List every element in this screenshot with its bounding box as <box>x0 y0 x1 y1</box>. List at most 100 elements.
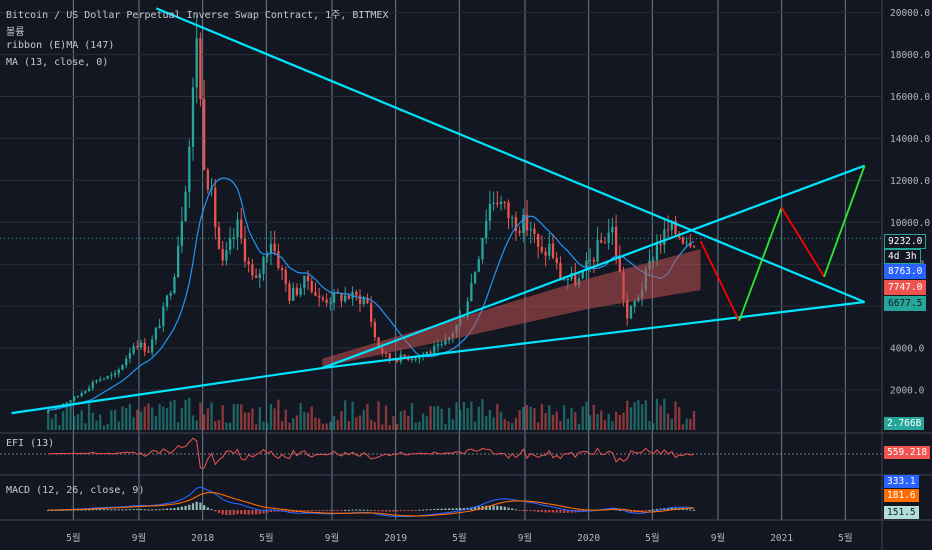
ma-line <box>48 177 695 411</box>
volume-bar <box>470 401 473 430</box>
macd-histogram-bar <box>689 509 692 511</box>
macd-histogram-bar <box>269 510 273 513</box>
candle-body <box>240 219 243 239</box>
macd-histogram-bar <box>392 510 395 512</box>
grid-lines <box>0 0 882 520</box>
volume-bar <box>95 420 98 430</box>
volume-bar <box>492 417 495 430</box>
volume-bar <box>403 410 406 430</box>
ma-legend[interactable]: MA (13, close, 0) <box>6 57 109 68</box>
price-pane[interactable] <box>47 14 696 413</box>
macd-histogram-bar <box>110 509 113 511</box>
macd-histogram-bar <box>614 509 618 511</box>
macd-histogram-bar <box>154 509 158 511</box>
candle-body <box>251 264 254 276</box>
volume-bar <box>626 400 629 430</box>
candle-body <box>247 261 250 265</box>
volume-bar <box>629 407 633 430</box>
volume-bar <box>429 406 432 430</box>
volume-bar <box>381 424 384 430</box>
macd-histogram-bar <box>418 509 421 511</box>
candle-body <box>366 298 369 304</box>
candle-body <box>310 280 313 292</box>
macd-histogram-bar <box>373 510 377 511</box>
volume-bar <box>659 405 662 430</box>
symbol-title[interactable]: Bitcoin / US Dollar Perpetual Inverse Sw… <box>6 10 389 21</box>
candle-body <box>303 275 306 289</box>
macd-legend[interactable]: MACD (12, 26, close, 9) <box>6 485 145 496</box>
macd-histogram-bar <box>184 505 187 510</box>
macd-histogram-bar <box>540 510 544 513</box>
candle-body <box>154 328 158 340</box>
volume-bar <box>91 412 94 430</box>
candle-body <box>162 306 165 327</box>
candle-body <box>147 351 150 353</box>
macd-histogram-bar <box>347 509 351 511</box>
drawings-layer[interactable] <box>11 7 866 415</box>
efi-pane[interactable] <box>0 437 882 469</box>
macd-histogram-bar <box>692 509 696 511</box>
volume-bar <box>202 414 206 430</box>
volume-bar <box>61 411 65 430</box>
y-tick-label: 16000.0 <box>890 92 930 103</box>
volume-bar <box>537 422 540 430</box>
volume-bar <box>76 414 80 430</box>
macd-histogram-bar <box>670 507 673 510</box>
volume-bar <box>585 401 588 430</box>
candle-body <box>358 295 362 305</box>
volume-bar <box>147 403 150 430</box>
volume-bar <box>611 421 614 430</box>
macd-histogram-bar <box>262 510 265 514</box>
y-tick-label: 20000.0 <box>890 8 930 19</box>
candle-body <box>611 226 614 233</box>
candle-body <box>332 292 336 303</box>
macd-histogram-bar <box>403 510 406 511</box>
macd-histogram-bar <box>325 510 328 511</box>
candle-body <box>128 353 132 359</box>
x-tick-label: 9월 <box>518 532 532 544</box>
volume-bar <box>618 414 621 430</box>
candle-body <box>284 270 287 284</box>
macd-histogram-bar <box>559 510 562 513</box>
candle-body <box>136 346 139 348</box>
volume-bar <box>369 419 373 430</box>
macd-histogram-bar <box>225 510 228 516</box>
volume-bar <box>254 424 258 430</box>
volume-bar <box>58 425 61 430</box>
volume-bar <box>644 400 647 430</box>
ribbon-legend[interactable]: ribbon (E)MA (147) <box>6 40 115 51</box>
volume-bar <box>325 423 328 430</box>
volume-bar <box>518 410 521 430</box>
macd-value-tag: 151.5 <box>884 506 919 519</box>
x-tick-label: 5월 <box>645 532 659 544</box>
candle-body <box>273 243 276 252</box>
efi-legend[interactable]: EFI (13) <box>6 438 55 449</box>
macd-histogram-bar <box>214 510 217 512</box>
macd-histogram-bar <box>147 509 150 511</box>
macd-histogram-bar <box>251 510 254 515</box>
volume-bar <box>110 410 113 430</box>
volume-bar <box>640 404 644 430</box>
candle-body <box>685 242 688 244</box>
candle-body <box>236 219 239 238</box>
macd-histogram-bar <box>369 510 373 511</box>
volume-bar <box>466 408 469 430</box>
macd-histogram-bar <box>351 509 354 511</box>
candle-body <box>139 342 143 348</box>
volume-legend[interactable]: 볼륨 <box>6 27 25 38</box>
candle-body <box>436 344 440 347</box>
volume-bar <box>603 420 607 430</box>
macd-histogram-bar <box>548 510 551 513</box>
volume-bar <box>162 406 165 430</box>
macd-histogram-bar <box>410 510 414 511</box>
macd-pane[interactable] <box>47 486 696 518</box>
volume-bar <box>395 424 399 430</box>
y-tick-label: 18000.0 <box>890 50 930 61</box>
candle-body <box>369 303 373 322</box>
macd-histogram-bar <box>258 510 261 515</box>
volume-bar <box>69 402 72 430</box>
candle-body <box>266 253 269 257</box>
volume-bar <box>165 408 169 430</box>
volume-bar <box>692 411 696 430</box>
